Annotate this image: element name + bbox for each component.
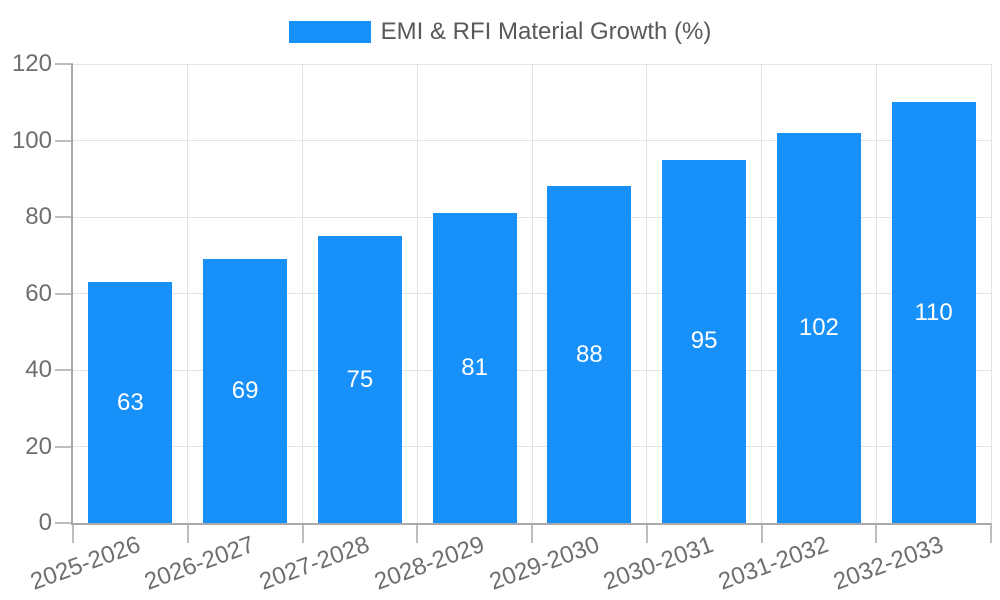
gridline-vertical <box>531 64 533 523</box>
y-axis-tick <box>55 522 73 524</box>
x-tick-label: 2027-2028 <box>256 531 374 596</box>
x-tick-label: 2029-2030 <box>485 531 603 596</box>
y-axis-tick <box>55 292 73 295</box>
bar-value-label: 95 <box>690 327 718 355</box>
y-axis-tick <box>55 63 73 65</box>
x-axis-tick <box>531 523 533 543</box>
x-axis-tick <box>186 523 189 543</box>
bar-value-label: 63 <box>117 388 144 416</box>
y-tick-label: 40 <box>25 356 52 383</box>
bar-value-label: 75 <box>346 365 374 393</box>
bar[interactable]: 102 <box>776 132 861 523</box>
x-axis-tick <box>990 523 992 543</box>
y-tick-label: 0 <box>38 509 52 536</box>
y-axis-tick <box>55 139 73 142</box>
legend: EMI & RFI Material Growth (%) <box>0 14 1000 50</box>
x-axis-line <box>71 523 991 525</box>
y-tick-label: 120 <box>11 50 52 77</box>
gridline-vertical <box>187 64 189 523</box>
legend-item[interactable]: EMI & RFI Material Growth (%) <box>288 14 712 50</box>
bar[interactable]: 63 <box>88 282 173 523</box>
x-tick-label: 2028-2029 <box>370 531 488 596</box>
y-axis-tick <box>55 369 73 371</box>
x-axis-tick <box>301 523 304 543</box>
bar-value-label: 102 <box>798 313 839 341</box>
bar-value-label: 88 <box>576 340 603 368</box>
x-tick-label: 2025-2026 <box>26 531 144 596</box>
y-tick-label: 20 <box>25 432 52 460</box>
y-axis-tick <box>55 216 73 218</box>
bar-value-label: 110 <box>914 298 953 326</box>
bar[interactable]: 69 <box>203 259 288 523</box>
gridline-vertical <box>302 64 303 523</box>
x-axis-tick <box>416 523 419 543</box>
x-tick-label: 2030-2031 <box>600 531 718 596</box>
gridline-vertical <box>646 64 648 523</box>
legend-swatch-icon <box>288 21 371 43</box>
gridline-vertical <box>875 64 877 523</box>
y-axis-tick <box>55 445 73 448</box>
bar[interactable]: 88 <box>547 186 632 523</box>
bar[interactable]: 75 <box>317 236 402 523</box>
y-tick-label: 60 <box>25 279 52 307</box>
bar-value-label: 69 <box>231 377 259 405</box>
y-tick-label: 80 <box>25 203 52 230</box>
bar[interactable]: 110 <box>891 102 976 523</box>
y-tick-label: 100 <box>11 126 52 154</box>
gridline-vertical <box>990 64 992 523</box>
y-axis-line <box>71 64 73 525</box>
x-axis-tick <box>875 523 878 543</box>
bar-value-label: 81 <box>461 354 488 382</box>
gridline-vertical <box>761 64 762 523</box>
x-tick-label: 2031-2032 <box>715 531 833 596</box>
x-axis-tick <box>72 523 74 543</box>
bar[interactable]: 95 <box>662 159 747 523</box>
x-axis-tick <box>760 523 763 543</box>
x-tick-label: 2026-2027 <box>141 531 259 596</box>
gridline-vertical <box>416 64 418 523</box>
x-tick-label: 2032-2033 <box>829 531 947 596</box>
bar[interactable]: 81 <box>432 213 517 523</box>
legend-series-label: EMI & RFI Material Growth (%) <box>380 18 712 45</box>
x-axis-tick <box>645 523 648 543</box>
